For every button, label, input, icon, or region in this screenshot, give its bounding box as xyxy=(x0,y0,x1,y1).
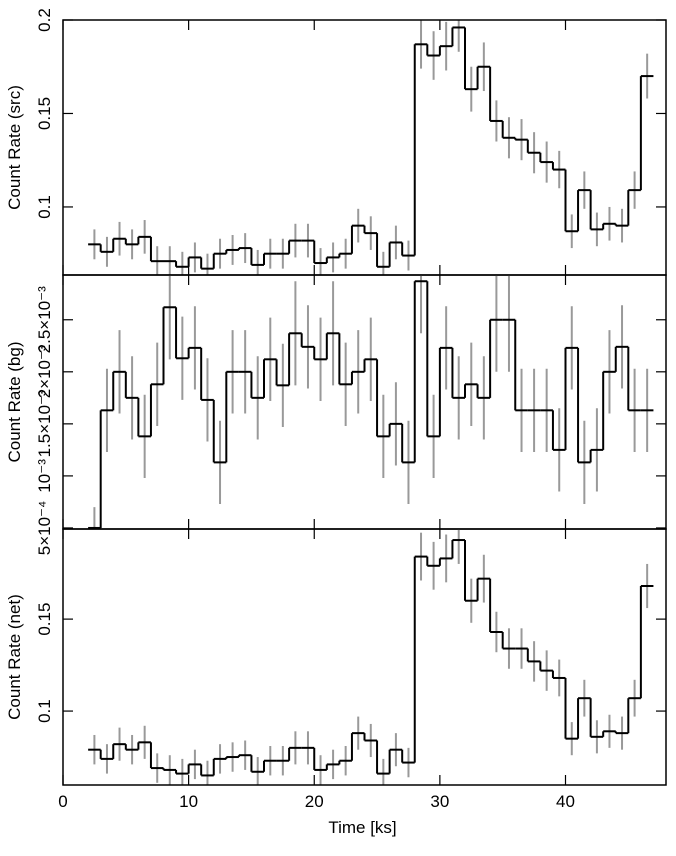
x-tick-label: 20 xyxy=(305,792,324,811)
x-axis-label: Time [ks] xyxy=(328,818,396,837)
x-tick-label: 30 xyxy=(430,792,449,811)
y-tick-label: 1.5×10⁻³ xyxy=(35,390,54,457)
y-tick-label: 5×10⁻⁴ xyxy=(35,501,54,556)
x-tick-label: 0 xyxy=(58,792,67,811)
y-tick-label: 10⁻³ xyxy=(35,459,54,493)
y-tick-label: 0.15 xyxy=(35,97,54,130)
y-tick-label: 2×10⁻³ xyxy=(35,345,54,398)
y-axis-label: Count Rate (bg) xyxy=(5,342,24,463)
y-tick-label: 0.2 xyxy=(35,8,54,32)
y-tick-label: 0.1 xyxy=(35,195,54,219)
y-tick-label: 2.5×10⁻³ xyxy=(35,286,54,353)
panel-frame xyxy=(62,274,667,530)
panel-frame xyxy=(62,528,667,786)
x-tick-label: 10 xyxy=(179,792,198,811)
panel-frame xyxy=(62,19,667,276)
y-tick-label: 0.15 xyxy=(35,603,54,636)
y-axis-label: Count Rate (net) xyxy=(5,594,24,720)
y-axis-label: Count Rate (src) xyxy=(5,85,24,210)
x-tick-label: 40 xyxy=(556,792,575,811)
y-tick-label: 0.1 xyxy=(35,699,54,723)
